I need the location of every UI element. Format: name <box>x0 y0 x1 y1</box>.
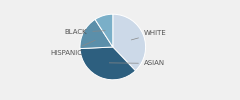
Text: BLACK: BLACK <box>65 29 105 35</box>
Wedge shape <box>113 14 146 71</box>
Text: HISPANIC: HISPANIC <box>51 40 95 56</box>
Wedge shape <box>80 19 113 49</box>
Text: WHITE: WHITE <box>131 30 167 40</box>
Wedge shape <box>95 14 113 47</box>
Text: ASIAN: ASIAN <box>109 60 165 66</box>
Wedge shape <box>80 47 135 80</box>
